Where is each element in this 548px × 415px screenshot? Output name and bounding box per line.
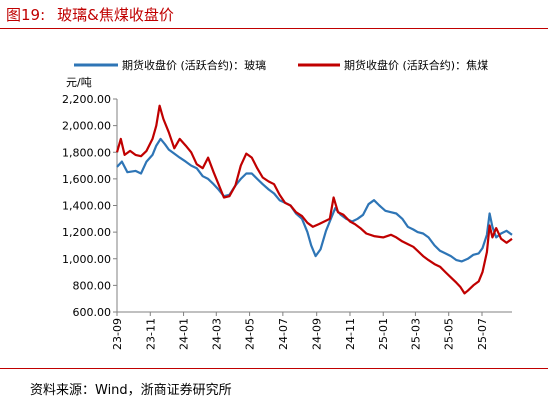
figure-label: 图19: <box>6 6 46 24</box>
x-tick-label: 24-11 <box>344 318 357 350</box>
x-tick-label: 25-05 <box>443 318 456 350</box>
legend-label-coking-coal: 期货收盘价 (活跃合约)：焦煤 <box>344 58 488 72</box>
series-line-glass <box>116 137 513 263</box>
y-tick-label: 1,400.00 <box>62 200 111 213</box>
x-tick-label: 24-05 <box>244 318 257 350</box>
y-tick-label: 1,600.00 <box>62 173 111 186</box>
y-tick-label: 600.00 <box>73 306 112 319</box>
y-tick-label: 2,000.00 <box>62 120 111 133</box>
figure-title: 图19: 玻璃&焦煤收盘价 <box>6 4 174 25</box>
x-tick-label: 25-07 <box>476 318 489 350</box>
x-tick-label: 25-01 <box>377 318 390 350</box>
x-axis: 23-09 23-11 24-01 24-03 24-05 24-07 24-09 24-11… <box>111 311 512 350</box>
source-divider <box>0 368 548 369</box>
y-tick-label: 2,200.00 <box>62 93 111 106</box>
x-tick-label: 24-07 <box>277 318 290 350</box>
source-note: 资料来源：Wind，浙商证券研究所 <box>30 383 232 398</box>
figure-title-text: 玻璃&焦煤收盘价 <box>57 6 174 24</box>
x-tick-label: 25-03 <box>409 318 422 350</box>
series-line-coking-coal <box>115 104 513 295</box>
y-axis-unit-label: 元/吨 <box>66 76 92 89</box>
y-tick-label: 1,800.00 <box>62 146 111 159</box>
x-tick-label: 24-01 <box>178 318 191 350</box>
price-chart: 期货收盘价 (活跃合约)：玻璃 期货收盘价 (活跃合约)：焦煤 元/吨 2,20… <box>62 58 513 350</box>
y-tick-label: 1,200.00 <box>62 226 111 239</box>
series-layer <box>115 104 513 295</box>
y-tick-label: 1,000.00 <box>62 253 111 266</box>
y-tick-label: 800.00 <box>73 279 112 292</box>
x-tick-label: 23-09 <box>111 318 124 350</box>
title-divider <box>0 28 548 29</box>
chart-legend: 期货收盘价 (活跃合约)：玻璃 期货收盘价 (活跃合约)：焦煤 <box>74 58 488 72</box>
x-tick-label: 24-09 <box>311 318 324 350</box>
x-tick-label: 24-03 <box>210 318 223 350</box>
x-tick-label: 23-11 <box>144 318 157 350</box>
legend-label-glass: 期货收盘价 (活跃合约)：玻璃 <box>122 58 266 72</box>
y-axis: 2,200.00 2,000.00 1,800.00 1,600.00 1,400.00… <box>62 93 118 319</box>
